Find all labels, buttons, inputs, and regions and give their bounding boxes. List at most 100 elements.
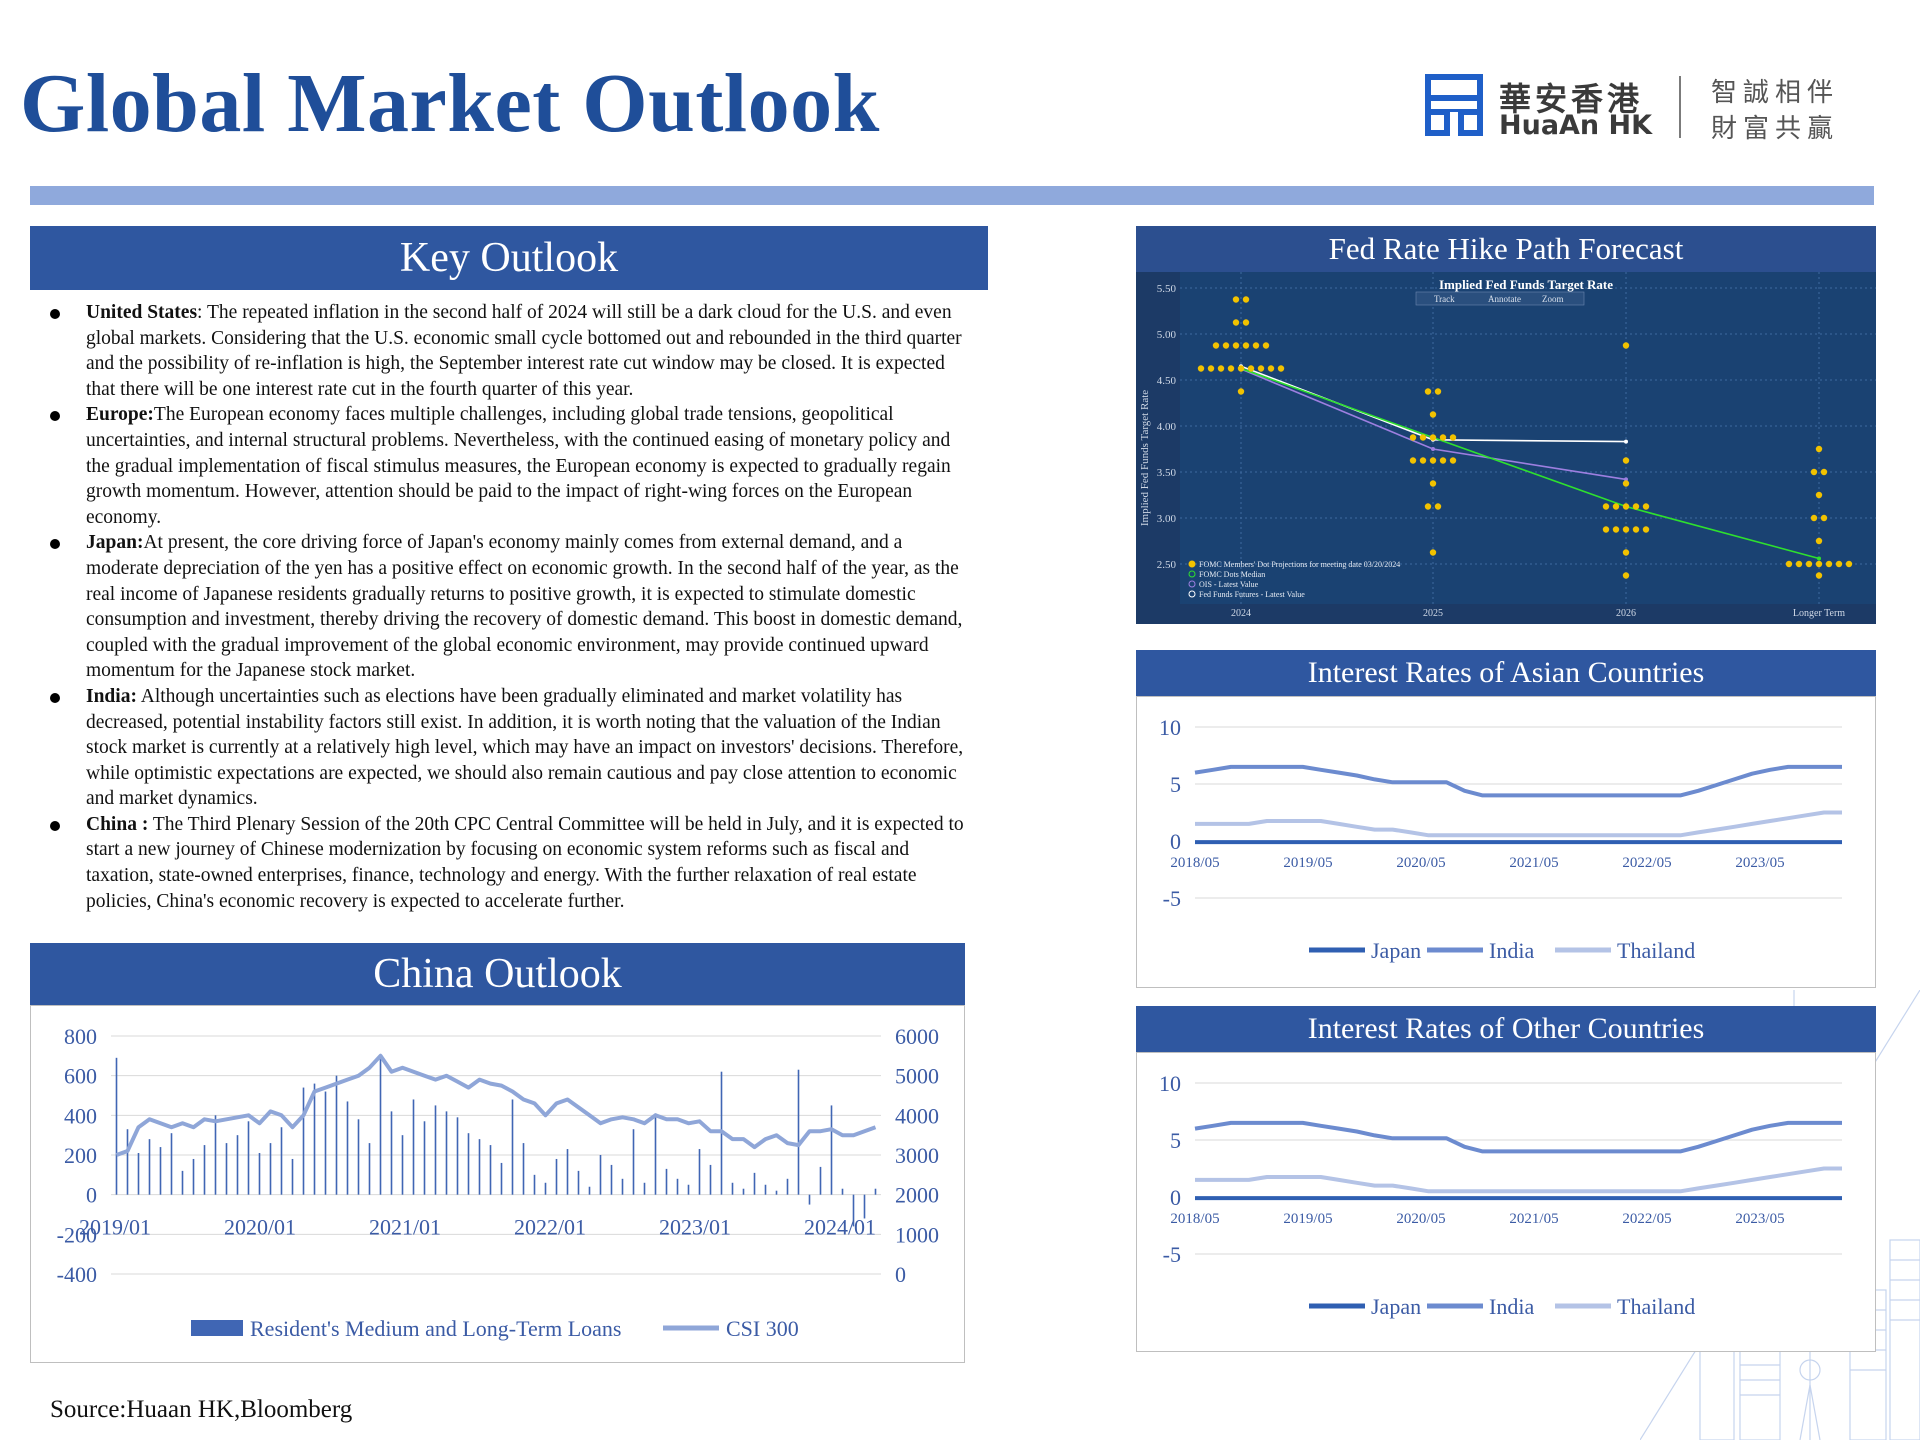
x-tick-label: 2020/05 bbox=[1396, 1211, 1445, 1227]
fomc-dot bbox=[1622, 549, 1630, 556]
loan-bar bbox=[764, 1184, 767, 1195]
x-tick-label: 2022/05 bbox=[1622, 855, 1671, 871]
legend-label-csi300: CSI 300 bbox=[726, 1316, 799, 1341]
legend-marker bbox=[1188, 560, 1196, 568]
asian-chart-box: 10 5 0 -5 2018/05 2019/05 2020/05 2021/05 2022/0… bbox=[1136, 696, 1876, 988]
fomc-dot bbox=[1429, 549, 1437, 556]
y-tick-label: 3.00 bbox=[1157, 513, 1177, 525]
fomc-dot bbox=[1825, 560, 1833, 568]
china-outlook-header: China Outlook bbox=[30, 943, 965, 1005]
loan-bar bbox=[181, 1170, 184, 1195]
loan-bar bbox=[346, 1101, 349, 1195]
plot-area bbox=[1180, 272, 1876, 604]
fed-panel-header: Fed Rate Hike Path Forecast bbox=[1136, 226, 1876, 272]
legend-swatch-loans bbox=[191, 1320, 243, 1336]
loan-bar bbox=[742, 1188, 745, 1195]
y-left-tick-label: 400 bbox=[64, 1103, 97, 1128]
y-tick-label: 0 bbox=[1170, 1185, 1181, 1210]
x-tick-label: 2023/01 bbox=[659, 1215, 731, 1240]
loan-bar bbox=[434, 1105, 437, 1195]
chart-toolbar bbox=[1415, 291, 1585, 306]
logo-chinese-name: 華安香港 bbox=[1499, 80, 1644, 118]
fomc-dot bbox=[1227, 365, 1235, 372]
loan-bar bbox=[775, 1190, 778, 1195]
y-tick-label: 10 bbox=[1159, 1071, 1181, 1096]
fomc-dot bbox=[1845, 560, 1853, 568]
fomc-dot bbox=[1815, 560, 1823, 568]
y-left-tick-label: -400 bbox=[57, 1262, 97, 1287]
x-tick-label: 2025 bbox=[1423, 608, 1443, 619]
legend-label-thailand: Thailand bbox=[1617, 938, 1695, 963]
fomc-dot bbox=[1795, 560, 1803, 568]
y-left-tick-label: 800 bbox=[64, 1024, 97, 1049]
loan-bar bbox=[467, 1133, 470, 1195]
loan-bar bbox=[357, 1119, 360, 1195]
loan-bar bbox=[819, 1166, 822, 1195]
fomc-dot bbox=[1439, 434, 1447, 441]
key-outlook-list: United States: The repeated inflation in… bbox=[46, 300, 976, 914]
y-tick-label: 2.50 bbox=[1157, 559, 1177, 571]
loan-bar bbox=[731, 1182, 734, 1195]
legend-label-india: India bbox=[1489, 1294, 1534, 1319]
y-tick-label: -5 bbox=[1163, 886, 1181, 911]
loan-bar bbox=[577, 1170, 580, 1195]
loan-bar bbox=[214, 1115, 217, 1195]
x-tick-label: 2022/01 bbox=[514, 1215, 586, 1240]
x-tick-label: 2021/01 bbox=[369, 1215, 441, 1240]
fomc-dot bbox=[1429, 480, 1437, 487]
loan-bar bbox=[500, 1162, 503, 1195]
key-outlook-text: The repeated inflation in the second hal… bbox=[86, 302, 962, 400]
legend-label-japan: Japan bbox=[1371, 938, 1421, 963]
fomc-dot bbox=[1409, 457, 1417, 464]
loan-bar bbox=[566, 1149, 569, 1195]
x-tick-label: 2018/05 bbox=[1170, 1211, 1219, 1227]
key-outlook-label: India: bbox=[86, 685, 137, 707]
china-chart: 8006004002000-200-4006000500040003000200… bbox=[57, 1024, 939, 1341]
x-tick-label: 2023/05 bbox=[1735, 1211, 1784, 1227]
loan-bar bbox=[126, 1129, 129, 1195]
y-tick-label: 10 bbox=[1159, 715, 1181, 740]
legend-label-thailand: Thailand bbox=[1617, 1294, 1695, 1319]
loan-bar bbox=[324, 1091, 327, 1195]
y-right-tick-label: 4000 bbox=[895, 1103, 939, 1128]
fomc-dot bbox=[1815, 537, 1823, 545]
loan-bar bbox=[533, 1174, 536, 1195]
key-outlook-text: The Third Plenary Session of the 20th CP… bbox=[86, 813, 964, 912]
loan-bar bbox=[676, 1178, 679, 1195]
fomc-dot bbox=[1622, 342, 1630, 349]
fomc-dot bbox=[1602, 526, 1610, 533]
toolbar-annotate-button: Annotate bbox=[1488, 294, 1521, 304]
page-title: Global Market Outlook bbox=[20, 57, 880, 150]
bullet-icon bbox=[50, 692, 60, 703]
logo-slogan-line2: 財富共贏 bbox=[1711, 114, 1840, 144]
loan-bar bbox=[654, 1113, 657, 1195]
fomc-dot bbox=[1424, 388, 1432, 395]
y-tick-label: 5 bbox=[1170, 1128, 1181, 1153]
x-tick-label: 2020/05 bbox=[1396, 855, 1445, 871]
series-line-india bbox=[1194, 764, 1842, 798]
other-chart-box: 10 5 0 -5 2018/05 2019/05 2020/05 2021/05 2022/0… bbox=[1136, 1052, 1876, 1352]
x-tick-label: 2021/05 bbox=[1509, 1211, 1558, 1227]
fomc-dot bbox=[1242, 342, 1250, 349]
fomc-dot bbox=[1602, 503, 1610, 510]
loan-bar bbox=[544, 1182, 547, 1195]
fomc-dot bbox=[1429, 434, 1437, 441]
fomc-dot bbox=[1197, 365, 1205, 372]
fomc-dot bbox=[1277, 365, 1285, 372]
key-outlook-separator: : bbox=[197, 302, 207, 323]
fomc-dot bbox=[1257, 365, 1265, 372]
fomc-dot bbox=[1242, 319, 1250, 326]
fed-chart-title: Implied Fed Funds Target Rate bbox=[1439, 277, 1613, 292]
bullet-icon bbox=[50, 820, 60, 831]
loan-bar bbox=[852, 1194, 855, 1227]
fomc-dot bbox=[1217, 365, 1225, 372]
loan-bar bbox=[599, 1155, 602, 1195]
y-right-tick-label: 0 bbox=[895, 1262, 906, 1287]
bullet-icon bbox=[50, 309, 60, 319]
fed-panel-title: Fed Rate Hike Path Forecast bbox=[1328, 231, 1684, 266]
fomc-dot bbox=[1820, 468, 1828, 476]
x-tick-label: 2020/01 bbox=[224, 1215, 296, 1240]
loan-bar bbox=[632, 1129, 635, 1195]
y-tick-label: 4.50 bbox=[1157, 375, 1177, 387]
toolbar-track-button: Track bbox=[1434, 294, 1455, 304]
